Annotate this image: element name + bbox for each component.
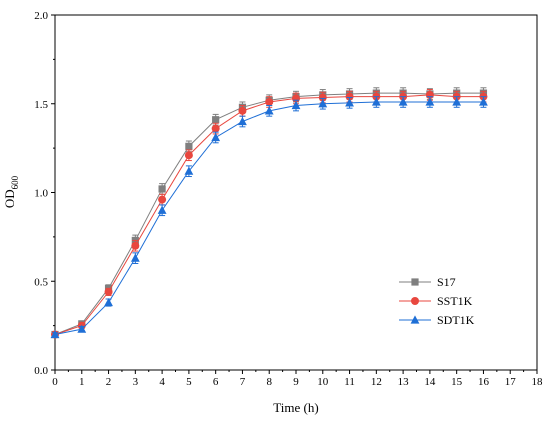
series-sst1k xyxy=(51,89,488,339)
legend-swatch-marker xyxy=(410,315,420,324)
legend-swatch-marker xyxy=(411,278,419,286)
y-axis-title: OD600 xyxy=(2,175,20,208)
data-point xyxy=(131,241,140,250)
data-point xyxy=(211,132,221,142)
x-tick-label: 3 xyxy=(133,376,139,388)
data-point xyxy=(77,324,87,333)
x-tick-label: 9 xyxy=(293,376,299,388)
data-point xyxy=(211,124,220,133)
data-point xyxy=(104,287,113,296)
data-point xyxy=(238,106,247,115)
data-point xyxy=(318,93,327,102)
y-tick-label: 2.0 xyxy=(34,10,48,22)
x-tick-label: 11 xyxy=(344,376,355,388)
data-point xyxy=(50,329,60,339)
data-point xyxy=(345,92,354,101)
data-point xyxy=(238,116,247,126)
data-point xyxy=(371,97,381,106)
data-point xyxy=(479,97,488,106)
data-point xyxy=(158,185,166,193)
series-sdt1k xyxy=(50,96,488,339)
x-tick-label: 5 xyxy=(186,376,192,388)
legend-label: SST1K xyxy=(437,294,473,308)
series-line xyxy=(54,94,484,335)
data-point xyxy=(398,97,408,106)
legend-item-s17: S17 xyxy=(399,275,456,289)
data-point xyxy=(157,205,167,214)
y-tick-label: 1.0 xyxy=(34,188,48,200)
y-axis-title-subscript: 600 xyxy=(10,175,20,189)
x-tick-label: 2 xyxy=(106,376,112,388)
x-tick-label: 6 xyxy=(213,376,219,388)
legend-swatch-marker xyxy=(411,297,419,305)
x-axis-title: Time (h) xyxy=(273,400,318,415)
data-point xyxy=(452,97,462,106)
x-tick-label: 16 xyxy=(478,376,490,388)
x-tick-label: 12 xyxy=(371,376,382,388)
data-point xyxy=(158,195,167,204)
legend-item-sst1k: SST1K xyxy=(399,294,473,308)
data-point xyxy=(184,166,194,175)
x-tick-label: 1 xyxy=(79,376,85,388)
x-tick-label: 0 xyxy=(52,376,58,388)
x-tick-label: 10 xyxy=(317,376,329,388)
series-layer xyxy=(50,87,488,339)
legend-item-sdt1k: SDT1K xyxy=(399,313,475,327)
x-tick-label: 18 xyxy=(532,376,544,388)
x-tick-label: 14 xyxy=(424,376,436,388)
y-tick-label: 0.0 xyxy=(34,365,48,377)
legend-label: SDT1K xyxy=(437,313,475,327)
data-point xyxy=(185,142,193,150)
series-line xyxy=(54,101,484,335)
x-tick-label: 15 xyxy=(451,376,463,388)
data-point xyxy=(264,106,274,115)
data-point xyxy=(265,97,274,106)
x-tick-label: 17 xyxy=(505,376,517,388)
x-tick-label: 7 xyxy=(240,376,246,388)
y-tick-label: 0.5 xyxy=(34,276,48,288)
y-axis-title-base: OD xyxy=(2,189,17,208)
y-tick-label: 1.5 xyxy=(34,99,48,111)
x-tick-label: 4 xyxy=(159,376,165,388)
axes: 0 1 2 3 4 5 6 7 8 9 10 11 12 13 14 15 16 17 180.00.51.01.5… xyxy=(34,10,543,388)
legend-label: S17 xyxy=(437,275,456,289)
data-point xyxy=(104,297,113,307)
data-point xyxy=(291,100,301,110)
data-point xyxy=(425,97,435,106)
data-point xyxy=(130,253,140,262)
x-tick-label: 13 xyxy=(398,376,410,388)
data-point xyxy=(184,151,193,160)
x-tick-label: 8 xyxy=(266,376,272,388)
data-point xyxy=(212,116,220,124)
legend: S17 SST1K SDT1K xyxy=(399,275,475,327)
data-point xyxy=(345,98,354,107)
series-line xyxy=(54,92,484,335)
data-point xyxy=(318,99,328,108)
